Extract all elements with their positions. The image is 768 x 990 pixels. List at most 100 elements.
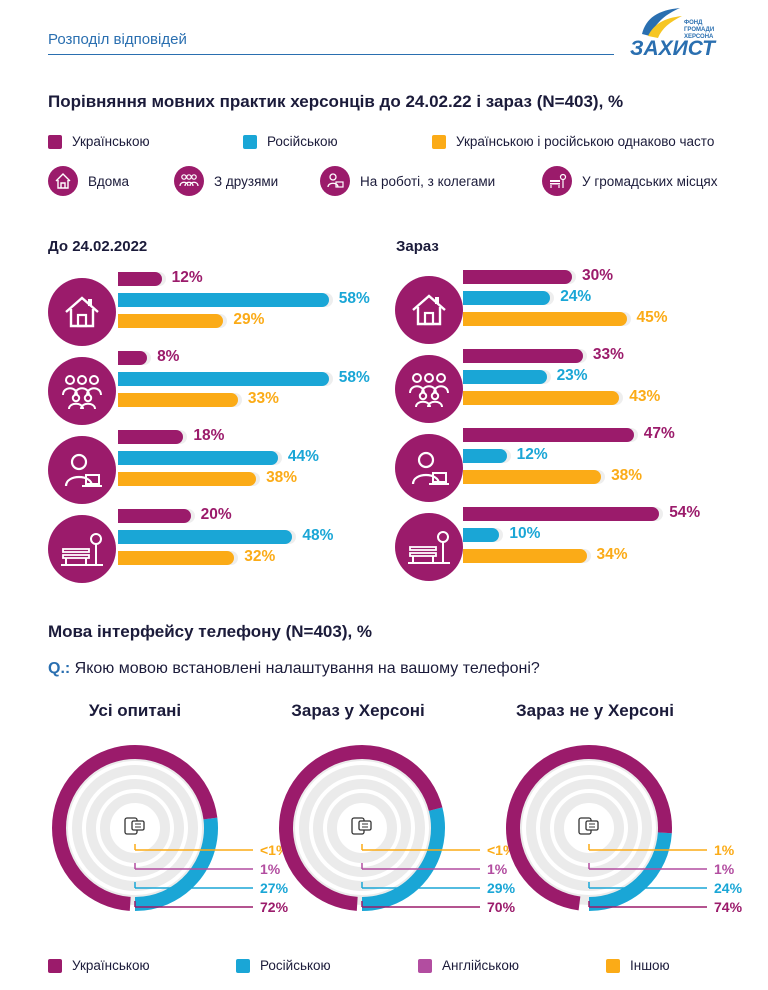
bar-value-label: 43%: [629, 388, 661, 405]
bar-value-label: 18%: [193, 427, 225, 444]
question-text: Якою мовою встановлені налаштування на в…: [74, 660, 540, 677]
bar: [463, 270, 572, 284]
legend-label: Українською: [72, 134, 150, 149]
bar: [118, 430, 184, 444]
ring-value-label: 1%: [487, 861, 508, 877]
bar-value-label: 30%: [582, 267, 614, 284]
pie-title-in-kherson: Зараз у Херсоні: [291, 701, 425, 720]
bench-icon: [395, 513, 463, 581]
legend-swatch: [243, 134, 257, 149]
ring-value-label: 1%: [260, 861, 281, 877]
context-legend-work: На роботі, з колегами: [320, 166, 495, 196]
bar-value-label: 58%: [338, 369, 370, 386]
bar: [463, 528, 500, 542]
bar-value-label: 38%: [611, 467, 643, 484]
ring-chart: <1%1%29%70%: [279, 745, 516, 915]
ring-slice-ukrainian: [279, 745, 443, 911]
bench-icon: [542, 166, 572, 196]
worker-icon: [48, 436, 116, 504]
bar: [463, 291, 551, 305]
section-title: Розподіл відповідей: [48, 31, 187, 48]
logo-text-community: ГРОМАДИ: [684, 27, 715, 33]
friends-icon: [395, 355, 463, 423]
bar: [463, 470, 602, 484]
pie-title-all: Усі опитані: [88, 701, 182, 720]
ring-value-label: 24%: [714, 880, 743, 896]
legend-item-ukrainian: Українською: [48, 134, 150, 149]
legend-item-russian: Російською: [243, 134, 338, 149]
bar-value-label: 32%: [244, 548, 276, 565]
ring-value-label: 1%: [714, 842, 735, 858]
bar-value-label: 33%: [592, 346, 624, 363]
legend-item-both: Українською і російською однаково часто: [432, 134, 714, 149]
legend-swatch: [236, 958, 250, 973]
bar-value-label: 48%: [302, 527, 334, 544]
bench-icon: [48, 515, 116, 583]
ring-value-label: 74%: [714, 899, 743, 915]
worker-icon: [395, 434, 463, 502]
bar: [118, 551, 235, 565]
bar: [118, 472, 257, 486]
context-label: Вдома: [88, 173, 130, 189]
context-label: На роботі, з колегами: [360, 173, 496, 189]
bottom-legend-russian: Російською: [236, 958, 331, 973]
legend-swatch: [606, 958, 620, 973]
bar: [118, 272, 162, 286]
ring-chart: <1%1%27%72%: [52, 745, 289, 915]
logo-emblem-icon: [642, 8, 682, 38]
bar: [463, 507, 660, 521]
legend-swatch: [432, 134, 446, 149]
ring-chart: 1% 1% 24% 74%: [506, 745, 743, 915]
ring-slice-russian: [134, 817, 218, 911]
bar-value-label: 47%: [643, 425, 675, 442]
bar: [118, 509, 191, 523]
ring-background: [540, 779, 638, 877]
legend-label: Російською: [267, 134, 338, 149]
bar: [118, 530, 293, 544]
friends-icon: [48, 357, 116, 425]
house-icon: [395, 276, 463, 344]
ring-value-label: 1%: [714, 861, 735, 877]
bar: [118, 314, 224, 328]
panel-title-now: Зараз: [396, 238, 439, 255]
ring-value-label: 27%: [260, 880, 289, 896]
section-heading-language: Порівняння мовних практик херсонців до 2…: [48, 92, 624, 111]
bar: [463, 370, 547, 384]
ring-value-label: 29%: [487, 880, 516, 896]
bar: [463, 428, 634, 442]
logo: ФОНД ГРОМАДИ ХЕРСОНА ЗАХИСТ: [628, 4, 732, 60]
ring-slice-ukrainian: [52, 745, 218, 911]
bar: [463, 391, 620, 405]
bar-value-label: 38%: [266, 469, 298, 486]
legend-swatch: [48, 134, 62, 149]
bar: [118, 372, 329, 386]
ring-charts: <1%1%27%72%<1%1%29%70%1%1%24%74%: [52, 745, 743, 915]
ring-background: [327, 793, 397, 863]
legend-label: Російською: [260, 958, 331, 973]
header-divider: [48, 54, 614, 55]
bar: [463, 549, 587, 563]
bar-chart-before: 12% 58% 29% 8% 58% 33% 18% 44% 38% 20% 48% 32%: [48, 269, 378, 583]
bar-value-label: 54%: [669, 504, 701, 521]
ring-value-label: 72%: [260, 899, 289, 915]
logo-text-fund: ФОНД: [684, 20, 703, 26]
context-legend-friends: З друзями: [174, 166, 278, 196]
ring-slice-russian: [588, 832, 672, 911]
ring-background: [313, 779, 411, 877]
context-legend-public: У громадських місцях: [542, 166, 718, 196]
question: Q.: Якою мовою встановлені налаштування …: [48, 660, 540, 678]
bottom-legend-other: Іншою: [606, 958, 670, 973]
question-label: Q.:: [48, 660, 71, 677]
legend-label: Англійською: [442, 958, 519, 973]
bar-value-label: 24%: [560, 288, 592, 305]
logo-text-kherson: ХЕРСОНА: [684, 34, 714, 40]
bar-value-label: 10%: [509, 525, 541, 542]
context-legend-home: Вдома: [48, 166, 129, 196]
legend-swatch: [418, 958, 432, 973]
bar: [463, 312, 627, 326]
legend-label: Українською і російською однаково часто: [456, 134, 715, 149]
bar-value-label: 23%: [556, 367, 588, 384]
bar-value-label: 34%: [596, 546, 628, 563]
legend-swatch: [48, 958, 62, 973]
bar: [118, 393, 238, 407]
